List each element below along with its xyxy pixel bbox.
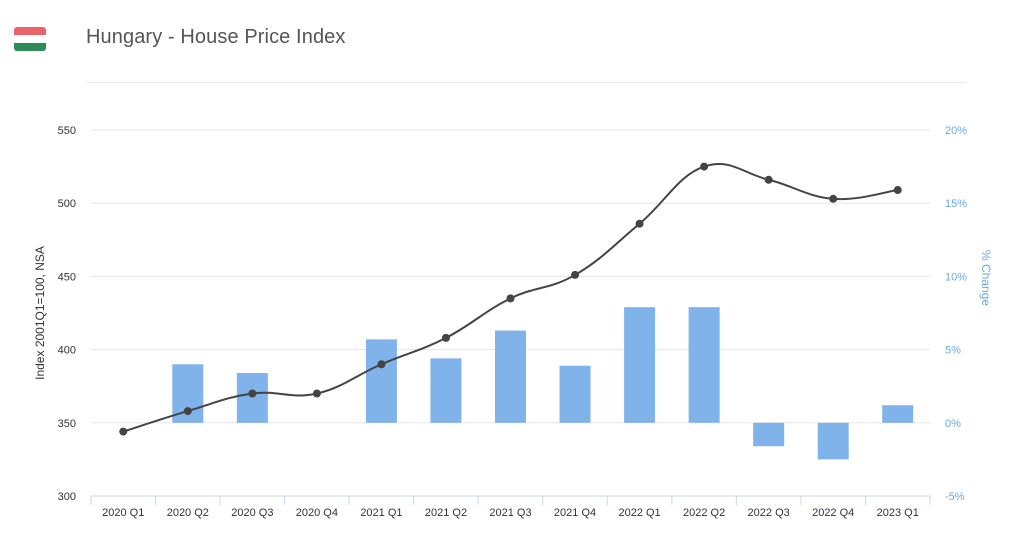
x-tick-label: 2021 Q3 [489,507,531,519]
y-left-axis-title: Index 2001Q1=100, NSA [33,246,47,380]
bar-pct-change [882,405,914,423]
y-right-tick-label: 20% [945,125,967,137]
x-tick-label: 2020 Q4 [296,507,338,519]
chart-header: Hungary - House Price Index [0,0,1024,84]
index-point [893,186,902,195]
y-left-tick-label: 400 [58,345,76,357]
x-tick-label: 2020 Q2 [167,507,209,519]
index-point [700,162,709,171]
flag-stripe-green [14,43,46,51]
y-right-tick-label: 10% [945,271,967,283]
y-right-tick-label: -5% [945,491,965,503]
y-left-tick-label: 350 [58,418,76,430]
y-right-tick-label: 5% [945,345,961,357]
bar-pct-change [365,339,397,423]
x-tick-label: 2021 Q2 [425,507,467,519]
y-left-tick-label: 300 [58,491,76,503]
header-divider [86,82,966,83]
hungary-flag-icon [14,27,46,51]
index-point [312,389,321,398]
flag-stripe-white [14,35,46,43]
index-point [248,389,257,398]
y-left-tick-label: 550 [58,125,76,137]
index-point [635,219,644,228]
index-point [119,427,128,436]
bar-pct-change [559,365,591,423]
bar-pct-change [753,422,785,447]
index-point [377,360,386,369]
x-tick-label: 2021 Q4 [554,507,596,519]
bar-pct-change [688,307,720,423]
index-point [571,270,580,279]
x-tick-label: 2023 Q1 [877,507,919,519]
index-point [506,294,515,303]
x-tick-label: 2022 Q1 [618,507,660,519]
index-point [764,175,773,184]
bar-pct-change [624,307,656,423]
x-tick-label: 2020 Q3 [231,507,273,519]
y-left-tick-label: 450 [58,271,76,283]
x-tick-label: 2022 Q3 [748,507,790,519]
index-point [441,333,450,342]
x-tick-label: 2022 Q4 [812,507,854,519]
x-tick-label: 2022 Q2 [683,507,725,519]
bar-pct-change [236,373,268,423]
x-tick-label: 2021 Q1 [360,507,402,519]
page-title: Hungary - House Price Index [86,26,346,48]
y-right-axis-title: % Change [979,250,993,306]
y-left-tick-label: 500 [58,198,76,210]
bar-pct-change [430,358,462,423]
y-right-tick-label: 15% [945,198,967,210]
bar-pct-change [817,422,849,460]
index-point [183,407,192,416]
x-tick-label: 2020 Q1 [102,507,144,519]
flag-stripe-red [14,27,46,35]
bar-pct-change [495,330,526,423]
index-point [829,194,838,203]
y-right-tick-label: 0% [945,418,961,430]
